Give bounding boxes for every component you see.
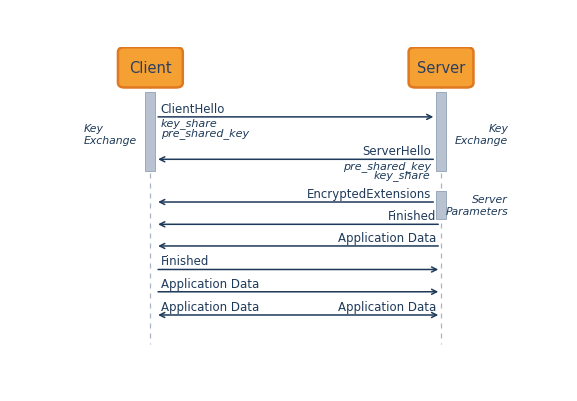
Text: Key
Exchange: Key Exchange — [455, 124, 508, 145]
Text: ServerHello: ServerHello — [362, 145, 431, 158]
Text: Application Data: Application Data — [160, 300, 259, 313]
Text: ClientHello: ClientHello — [160, 103, 225, 116]
Text: Key
Exchange: Key Exchange — [83, 124, 137, 145]
Text: key_share: key_share — [160, 118, 218, 129]
Bar — [436, 93, 446, 172]
Text: Application Data: Application Data — [338, 300, 437, 313]
Text: key_share: key_share — [374, 170, 431, 181]
FancyBboxPatch shape — [409, 48, 474, 88]
FancyBboxPatch shape — [118, 48, 183, 88]
Text: Finished: Finished — [388, 210, 437, 223]
Text: Application Data: Application Data — [338, 231, 437, 244]
Text: pre_shared_key: pre_shared_key — [343, 160, 431, 171]
Bar — [145, 93, 155, 172]
Bar — [436, 192, 446, 219]
Text: pre_shared_key: pre_shared_key — [160, 128, 249, 139]
Text: Server
Parameters: Server Parameters — [445, 195, 508, 217]
Text: EncryptedExtensions: EncryptedExtensions — [306, 187, 431, 200]
Text: Server: Server — [417, 61, 465, 76]
Text: Application Data: Application Data — [160, 277, 259, 290]
Text: Client: Client — [129, 61, 172, 76]
Text: Finished: Finished — [160, 255, 209, 267]
